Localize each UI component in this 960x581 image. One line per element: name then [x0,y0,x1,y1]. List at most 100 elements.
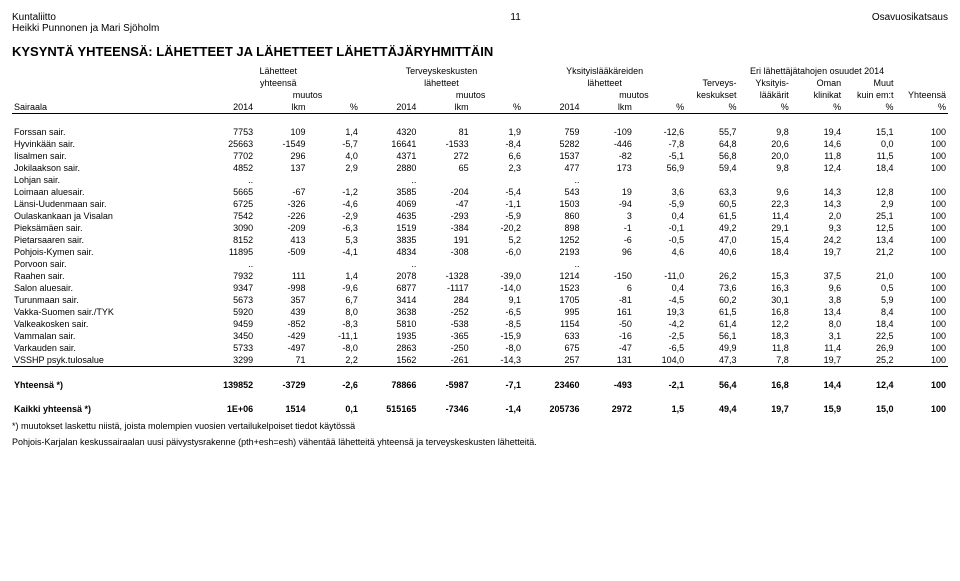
data-cell: 1503 [523,198,581,210]
data-cell: -15,9 [471,330,523,342]
data-cell [582,174,634,186]
data-cell: 56,1 [686,330,738,342]
data-cell: 56,8 [686,150,738,162]
data-cell: 7542 [197,210,255,222]
data-cell: 100 [895,246,948,258]
data-cell: -2,9 [308,210,360,222]
data-cell: 16641 [360,138,418,150]
data-cell: 1514 [255,403,307,415]
page-header: Kuntaliitto Heikki Punnonen ja Mari Sjöh… [12,12,948,34]
col-header-cell: % [634,101,686,114]
data-cell: 19,3 [634,306,686,318]
data-cell: 3585 [360,186,418,198]
col-header-cell: muutos [255,89,360,101]
data-cell: 1E+06 [197,403,255,415]
data-cell: 11,4 [738,210,790,222]
col-header-cell: Terveys- [686,77,738,89]
data-cell: -5987 [418,379,470,391]
data-cell: .. [197,174,255,186]
data-cell: 2193 [523,246,581,258]
data-cell: -1328 [418,270,470,282]
data-cell: 4371 [360,150,418,162]
data-cell: 5920 [197,306,255,318]
data-cell: 11895 [197,246,255,258]
data-cell [738,258,790,270]
data-cell: 24,2 [791,234,843,246]
data-cell: -7346 [418,403,470,415]
data-cell: 4069 [360,198,418,210]
data-cell: 131 [582,354,634,367]
data-cell: 0,0 [843,138,895,150]
data-cell: -493 [582,379,634,391]
data-cell: 257 [523,354,581,367]
data-cell: -8,5 [471,318,523,330]
data-cell: 4,6 [634,246,686,258]
col-header-cell [12,65,197,77]
col-header-cell: lähetteet [360,77,523,89]
data-cell [582,258,634,270]
data-cell: 1,4 [308,126,360,138]
data-cell: 9347 [197,282,255,294]
data-cell: 4,0 [308,150,360,162]
data-cell: 65 [418,162,470,174]
data-cell: -81 [582,294,634,306]
data-cell: -7,8 [634,138,686,150]
data-cell: 2880 [360,162,418,174]
row-name: Salon aluesair. [12,282,197,294]
data-cell: -998 [255,282,307,294]
spacer [12,367,948,380]
data-cell: -1,1 [471,198,523,210]
data-cell: 5673 [197,294,255,306]
data-cell: -0,5 [634,234,686,246]
data-cell: 22,5 [843,330,895,342]
data-cell: -109 [582,126,634,138]
col-header-cell: kuin em:t [843,89,895,101]
data-cell: 96 [582,246,634,258]
data-cell: 25,1 [843,210,895,222]
data-cell: -5,1 [634,150,686,162]
data-cell: 104,0 [634,354,686,367]
data-cell: -47 [582,342,634,354]
data-cell [471,174,523,186]
data-cell: 137 [255,162,307,174]
data-cell: -509 [255,246,307,258]
data-cell: 1935 [360,330,418,342]
data-cell: 543 [523,186,581,198]
data-cell: -446 [582,138,634,150]
data-cell: 21,0 [843,270,895,282]
data-cell: -67 [255,186,307,198]
data-cell: 3414 [360,294,418,306]
data-cell: -6,0 [471,246,523,258]
col-header-cell: % [471,101,523,114]
data-cell: 61,4 [686,318,738,330]
data-cell: 1,4 [308,270,360,282]
col-header-cell [360,89,418,101]
data-cell: 2,2 [308,354,360,367]
data-cell: .. [197,258,255,270]
data-cell: 675 [523,342,581,354]
data-cell: 15,3 [738,270,790,282]
data-cell: 40,6 [686,246,738,258]
data-cell: -2,5 [634,330,686,342]
col-header-cell: % [895,101,948,114]
col-header-cell: Oman [791,77,843,89]
data-cell: -8,0 [308,342,360,354]
data-cell: 5,2 [471,234,523,246]
data-cell: 161 [582,306,634,318]
data-cell: 9,6 [791,282,843,294]
data-cell: 2,9 [308,162,360,174]
data-cell: 100 [895,162,948,174]
col-header-cell: muutos [582,89,687,101]
col-header-cell: % [843,101,895,114]
row-name: Forssan sair. [12,126,197,138]
data-cell: 7,8 [738,354,790,367]
data-cell: 16,8 [738,379,790,391]
data-cell: 1523 [523,282,581,294]
data-cell: 100 [895,138,948,150]
data-cell: 2,3 [471,162,523,174]
data-cell: -2,6 [308,379,360,391]
row-name: Valkeakosken sair. [12,318,197,330]
data-cell: -9,6 [308,282,360,294]
data-table: LähetteetTerveyskeskustenYksityislääkäre… [12,65,948,415]
data-cell: 2,9 [843,198,895,210]
